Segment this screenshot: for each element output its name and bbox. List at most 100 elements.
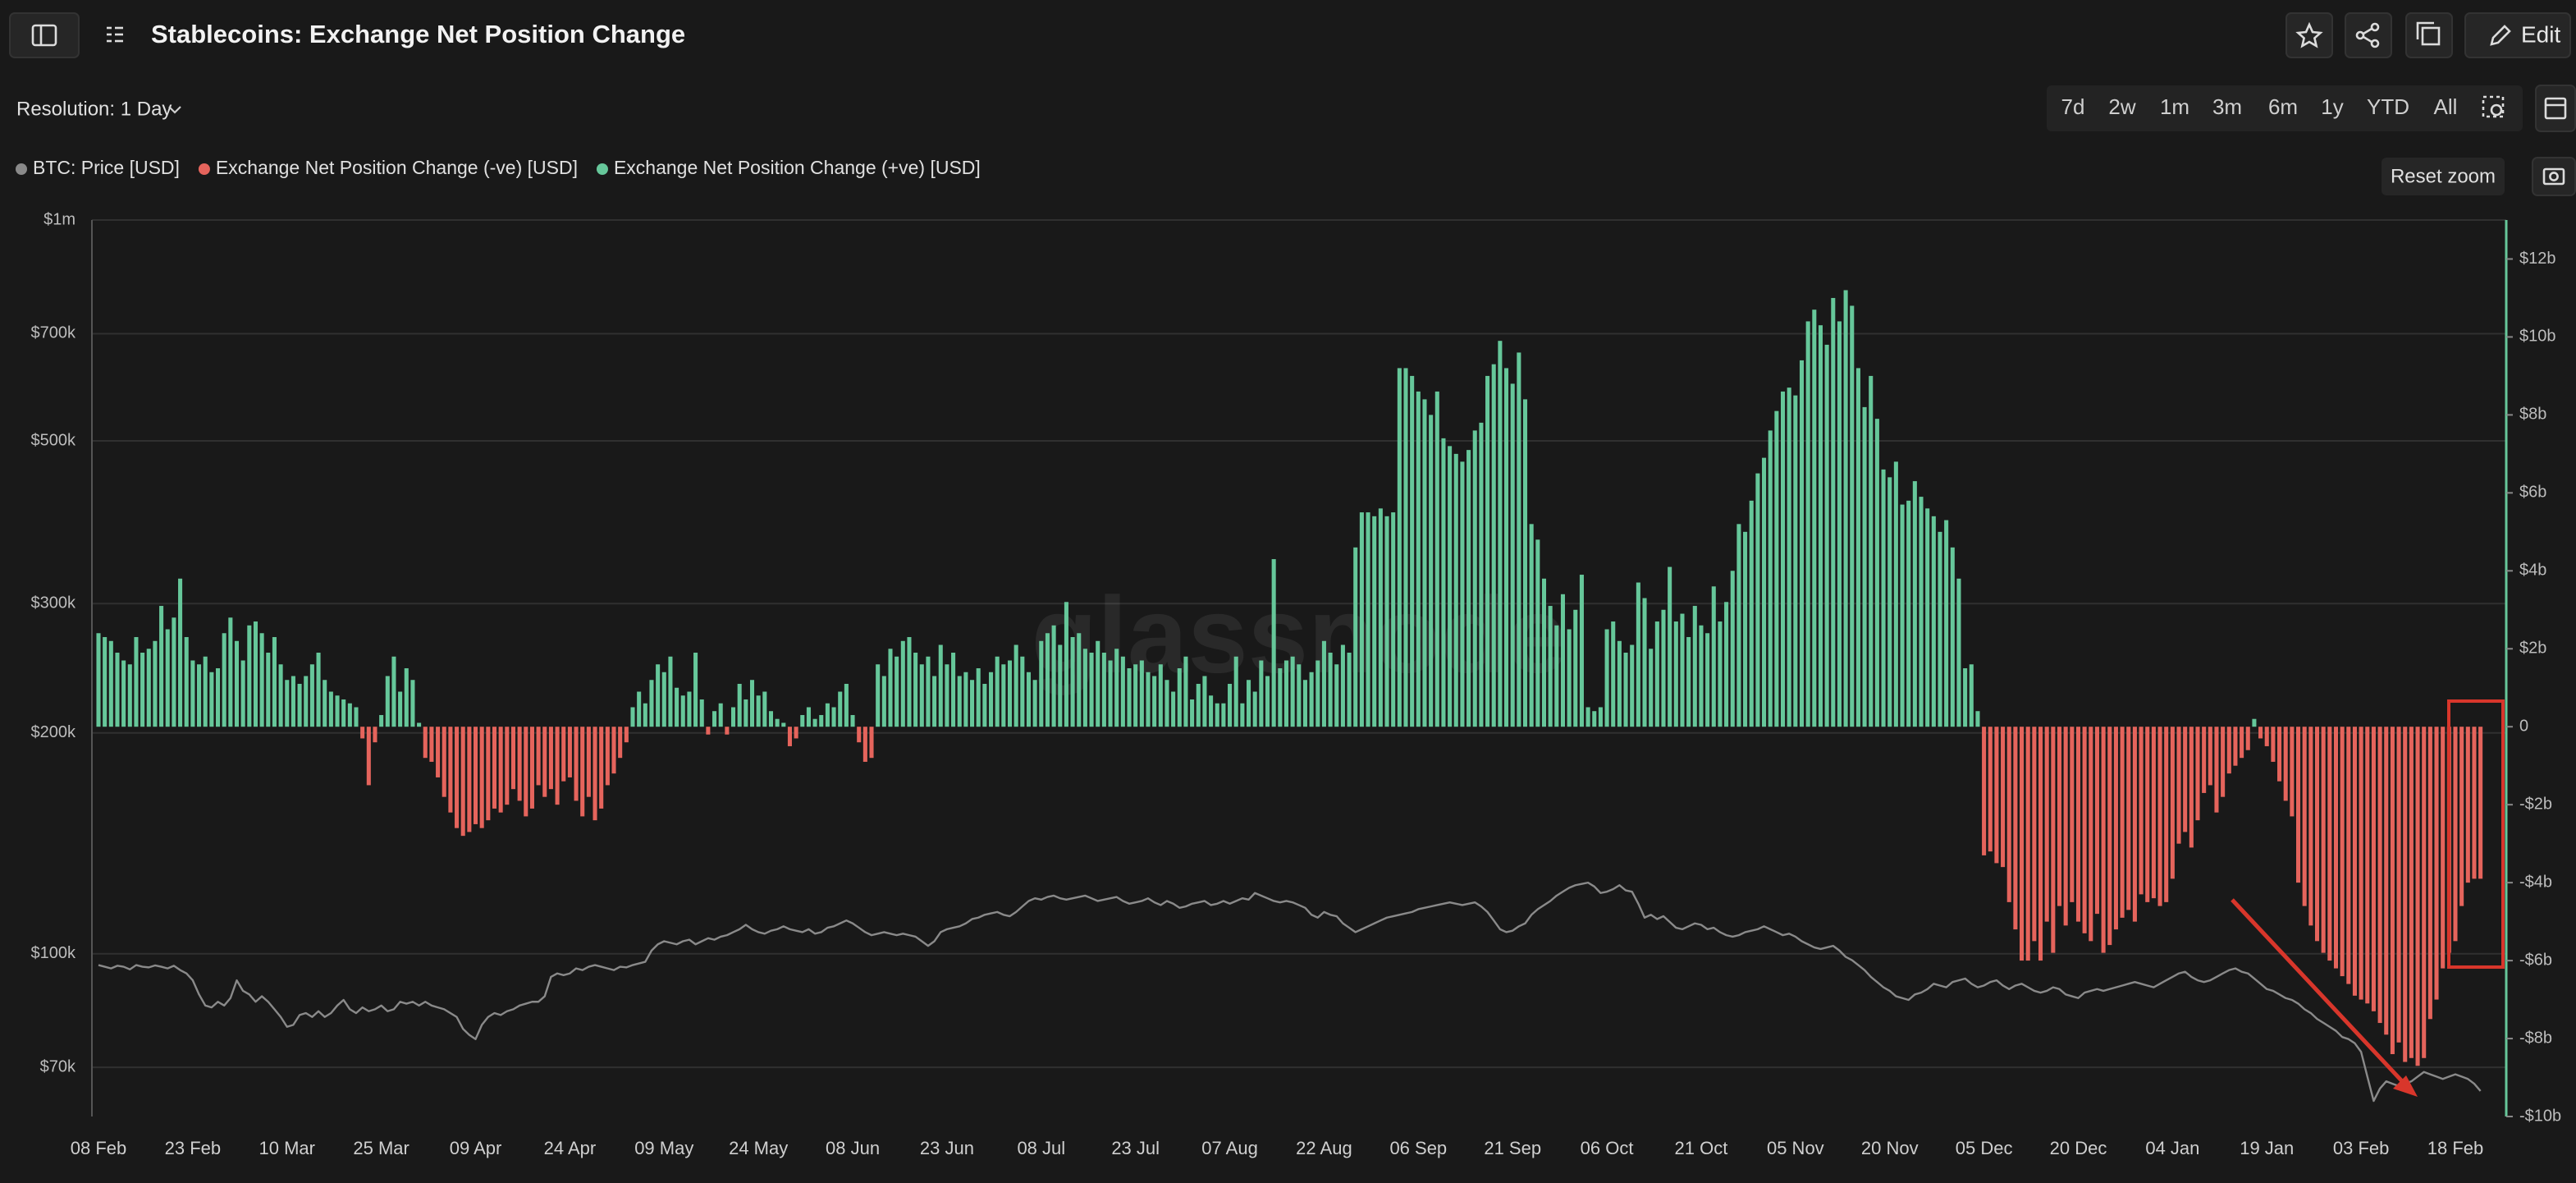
y-tick-label: $500k [31,431,76,449]
bar [404,668,409,727]
bar [442,727,446,797]
bar [2063,727,2068,926]
bar [693,653,698,727]
bar [1215,703,1219,727]
bar [2032,727,2037,942]
bar [1271,559,1276,727]
bar [1969,664,1974,727]
bar [1013,644,1018,727]
bar [1799,360,1805,727]
list-icon[interactable] [107,26,123,43]
zoom-select-icon[interactable] [2482,95,2505,118]
bar [1146,672,1151,727]
bar [1372,516,1377,727]
bar [429,727,434,762]
bar [895,656,899,727]
bar [209,672,214,727]
calendar-button[interactable] [2535,85,2576,132]
bar [1290,656,1295,727]
bar [1152,676,1157,727]
bar [2082,727,2087,933]
bar [1699,625,1704,727]
bar [1560,594,1565,727]
bar [1283,660,1289,727]
bar [675,687,679,727]
resolution-selector[interactable]: Resolution: 1 Day [16,98,172,120]
bar [555,727,560,805]
bar [2403,727,2408,1062]
bar [1127,668,1132,727]
y2-tick-label: -$2b [2519,795,2552,813]
bar [1818,325,1823,727]
bar [2302,727,2307,906]
bar [2164,727,2169,902]
y-tick-label: $700k [31,324,76,342]
bar [115,653,120,727]
bar [2013,727,2018,930]
bar [2434,727,2439,1000]
bar [574,727,579,801]
bar [982,683,987,727]
bar [1598,707,1603,727]
bar [2441,727,2446,969]
range-group [2047,85,2523,131]
bar [1309,672,1314,727]
bar [951,653,956,727]
bar [1654,621,1659,727]
x-tick-label: 09 Apr [450,1138,502,1158]
bar [108,640,113,727]
bar [1988,727,1993,852]
x-tick-label: 20 Nov [1861,1138,1919,1158]
bar [1541,578,1547,727]
legend-label[interactable]: BTC: Price [USD] [33,157,180,178]
bar [2333,727,2339,969]
bar [2006,727,2011,902]
bar [2151,727,2156,899]
favorite-button[interactable] [2285,12,2333,58]
bar [781,722,786,727]
range-button[interactable]: 6m [2268,94,2298,119]
bar [1089,653,1094,727]
bar [316,653,321,727]
sidebar-button[interactable] [9,12,80,58]
duplicate-button[interactable] [2405,12,2453,58]
bar [1247,680,1251,727]
edit-button[interactable] [2464,12,2571,58]
bar [1762,457,1767,727]
legend-label[interactable]: Exchange Net Position Change (-ve) [USD] [216,157,578,178]
screenshot-button[interactable] [2532,157,2576,196]
bar [775,718,780,727]
y2-tick-label: $12b [2519,250,2556,268]
range-button[interactable]: 1m [2160,94,2189,119]
bar [1265,676,1270,727]
reset-zoom-button[interactable] [2382,158,2505,195]
bar [725,727,730,735]
bar [190,660,195,727]
x-tick-label: 23 Jun [920,1138,974,1158]
bar [222,633,226,727]
bar [2478,727,2483,879]
share-button[interactable] [2345,12,2392,58]
bar [297,683,302,727]
bar [2089,727,2093,942]
x-tick-label: 05 Nov [1767,1138,1824,1158]
bar [134,637,139,727]
bar [2327,727,2332,961]
bar [1831,297,1836,727]
bar [2001,727,2006,868]
bar [373,727,377,743]
y2-tick-label: 0 [2519,717,2528,735]
bar [1592,711,1597,727]
range-button[interactable]: YTD [2367,94,2409,119]
bar [1893,461,1898,727]
x-tick-label: 04 Jan [2145,1138,2199,1158]
range-button[interactable]: 3m [2212,94,2242,119]
range-button[interactable]: All [2434,94,2458,119]
bar [1548,606,1553,727]
range-button[interactable]: 7d [2061,94,2085,119]
range-button[interactable]: 2w [2108,94,2135,119]
legend-label[interactable]: Exchange Net Position Change (+ve) [USD] [614,157,981,178]
range-button[interactable]: 1y [2321,94,2343,119]
bar [2384,727,2389,1035]
bar [945,664,949,727]
